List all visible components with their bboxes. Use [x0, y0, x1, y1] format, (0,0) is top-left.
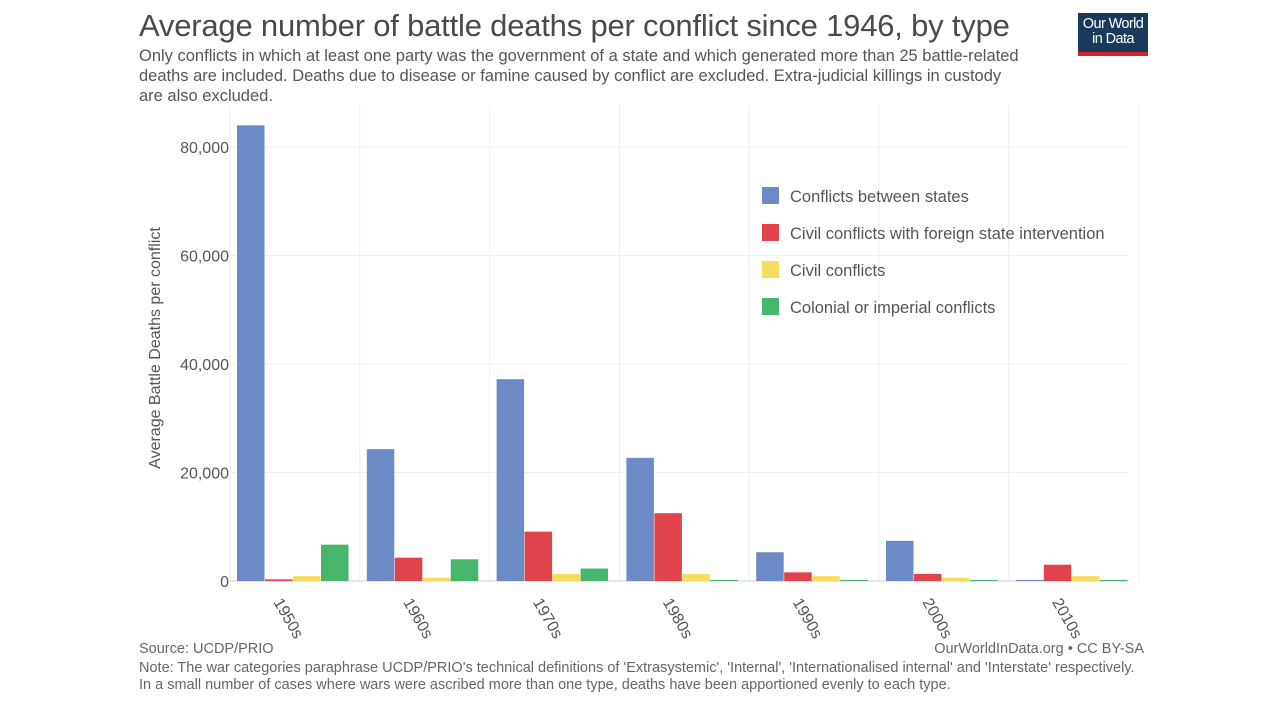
legend-label[interactable]: Civil conflicts with foreign state inter…	[790, 225, 1105, 243]
bar-1950s-conflicts-between-states[interactable]	[237, 125, 265, 582]
bar-2000s-civil-conflicts[interactable]	[942, 577, 970, 581]
legend-label[interactable]: Conflicts between states	[790, 188, 969, 206]
bar-1990s-civil-conflicts[interactable]	[812, 576, 840, 581]
bar-1970s-civil-conflicts[interactable]	[552, 573, 581, 581]
note-text: Note: The war categories paraphrase UCDP…	[139, 660, 1135, 693]
bar-2010s-civil-conflicts[interactable]	[1071, 576, 1100, 581]
bar-2010s-civil-conflicts-with-foreign-state-intervention[interactable]	[1043, 564, 1072, 581]
y-axis-title: Average Battle Deaths per conflict	[147, 227, 164, 469]
bar-1960s-civil-conflicts-with-foreign-state-intervention[interactable]	[394, 557, 423, 581]
bar-2000s-colonial-or-imperial-conflicts[interactable]	[970, 579, 998, 581]
bar-1950s-civil-conflicts-with-foreign-state-intervention[interactable]	[265, 579, 293, 581]
owid-logo[interactable]: Our World in Data	[1078, 13, 1148, 56]
gridlines	[229, 105, 1140, 582]
bar-1950s-civil-conflicts[interactable]	[293, 576, 321, 581]
bar-1980s-colonial-or-imperial-conflicts[interactable]	[710, 579, 738, 581]
bar-1950s-colonial-or-imperial-conflicts[interactable]	[321, 544, 349, 581]
x-axis-ticks: 1950s 1960s 1970s 1980s 1990s 2000s 2010s	[270, 596, 1085, 642]
y-tick-label: 0	[220, 574, 229, 591]
source-text: Source: UCDP/PRIO	[139, 641, 274, 657]
x-tick-label: 1950s	[270, 596, 307, 642]
y-tick-label: 80,000	[180, 140, 229, 157]
chart-subtitle: Only conflicts in which at least one par…	[139, 47, 1019, 105]
bar-1980s-civil-conflicts-with-foreign-state-intervention[interactable]	[654, 513, 682, 581]
legend: Conflicts between states Civil conflicts …	[762, 187, 1105, 317]
bar-1970s-colonial-or-imperial-conflicts[interactable]	[580, 568, 609, 581]
legend-label[interactable]: Civil conflicts	[790, 262, 885, 280]
y-tick-label: 40,000	[180, 357, 229, 374]
bar-1960s-conflicts-between-states[interactable]	[366, 449, 395, 581]
bar-1990s-colonial-or-imperial-conflicts[interactable]	[840, 579, 868, 581]
bars	[237, 125, 1128, 582]
legend-swatch[interactable]	[762, 261, 779, 278]
chart-title: Average number of battle deaths per conf…	[139, 8, 1010, 43]
x-tick-label: 2010s	[1048, 596, 1085, 642]
logo-line-1: Our World	[1082, 16, 1144, 32]
y-tick-label: 60,000	[180, 249, 229, 266]
x-tick-label: 1990s	[789, 596, 826, 642]
bar-1970s-conflicts-between-states[interactable]	[496, 379, 525, 581]
legend-swatch[interactable]	[762, 187, 779, 204]
credit-text[interactable]: OurWorldInData.org • CC BY-SA	[934, 641, 1144, 657]
bar-1980s-civil-conflicts[interactable]	[682, 573, 710, 581]
logo-line-2: in Data	[1092, 31, 1134, 47]
bar-1960s-colonial-or-imperial-conflicts[interactable]	[450, 559, 479, 581]
legend-swatch[interactable]	[762, 224, 779, 241]
x-tick-label: 2000s	[919, 596, 956, 642]
bar-1980s-conflicts-between-states[interactable]	[626, 457, 654, 581]
y-tick-label: 20,000	[180, 466, 229, 483]
x-tick-label: 1970s	[529, 596, 566, 642]
bar-1990s-civil-conflicts-with-foreign-state-intervention[interactable]	[784, 572, 812, 581]
bar-1990s-conflicts-between-states[interactable]	[756, 552, 784, 581]
bar-2000s-conflicts-between-states[interactable]	[886, 540, 914, 581]
legend-label[interactable]: Colonial or imperial conflicts	[790, 299, 995, 317]
bar-1970s-civil-conflicts-with-foreign-state-intervention[interactable]	[524, 531, 553, 581]
bar-2010s-conflicts-between-states[interactable]	[1015, 579, 1044, 581]
bar-2000s-civil-conflicts-with-foreign-state-intervention[interactable]	[914, 573, 942, 581]
legend-swatch[interactable]	[762, 298, 779, 315]
bar-2010s-colonial-or-imperial-conflicts[interactable]	[1099, 579, 1128, 581]
x-tick-label: 1960s	[399, 596, 436, 642]
y-axis-ticks: 0 20,000 40,000 60,000 80,000	[180, 140, 229, 591]
x-tick-label: 1980s	[659, 596, 696, 642]
bar-1960s-civil-conflicts[interactable]	[422, 577, 451, 581]
